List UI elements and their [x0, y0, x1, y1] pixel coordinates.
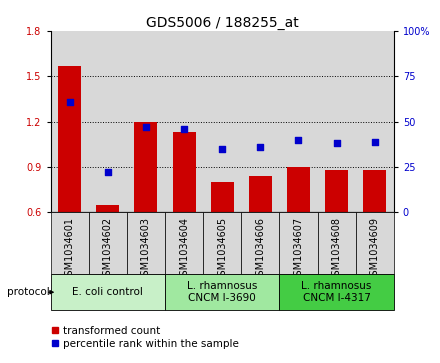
Bar — [356, 31, 394, 212]
Bar — [127, 31, 165, 212]
Bar — [279, 212, 318, 274]
Bar — [165, 212, 203, 274]
Text: GSM1034604: GSM1034604 — [179, 217, 189, 282]
Bar — [203, 212, 241, 274]
Bar — [325, 170, 348, 212]
Bar — [249, 176, 272, 212]
Point — [295, 137, 302, 143]
Text: L. rhamnosus
CNCM I-4317: L. rhamnosus CNCM I-4317 — [301, 281, 372, 303]
Text: GSM1034607: GSM1034607 — [293, 217, 304, 282]
Point — [371, 139, 378, 144]
Text: GSM1034602: GSM1034602 — [103, 217, 113, 282]
Point — [219, 146, 226, 152]
Text: protocol: protocol — [7, 287, 50, 297]
Point — [333, 140, 340, 146]
Bar — [287, 167, 310, 212]
Bar — [165, 31, 203, 212]
Text: GSM1034603: GSM1034603 — [141, 217, 151, 282]
Bar — [51, 31, 89, 212]
Bar — [51, 212, 89, 274]
Point — [180, 126, 187, 132]
Legend: transformed count, percentile rank within the sample: transformed count, percentile rank withi… — [51, 326, 239, 349]
Bar — [127, 212, 165, 274]
Text: GSM1034609: GSM1034609 — [370, 217, 380, 282]
Bar — [241, 31, 279, 212]
Text: E. coli control: E. coli control — [72, 287, 143, 297]
Text: GSM1034605: GSM1034605 — [217, 217, 227, 282]
Bar — [58, 66, 81, 212]
Bar — [211, 182, 234, 212]
Bar — [203, 31, 241, 212]
Bar — [279, 274, 394, 310]
Point — [104, 170, 111, 175]
Text: L. rhamnosus
CNCM I-3690: L. rhamnosus CNCM I-3690 — [187, 281, 257, 303]
Bar — [356, 212, 394, 274]
Point — [143, 124, 150, 130]
Bar — [363, 170, 386, 212]
Text: GSM1034608: GSM1034608 — [332, 217, 341, 282]
Bar — [89, 212, 127, 274]
Bar — [318, 31, 356, 212]
Bar — [172, 132, 195, 212]
Point — [257, 144, 264, 150]
Bar — [96, 205, 119, 212]
Bar — [135, 122, 158, 212]
Text: GSM1034606: GSM1034606 — [255, 217, 265, 282]
Bar — [279, 31, 318, 212]
Point — [66, 99, 73, 105]
Bar — [51, 274, 165, 310]
Bar — [165, 274, 279, 310]
Text: GSM1034601: GSM1034601 — [65, 217, 75, 282]
Bar — [318, 212, 356, 274]
Bar — [89, 31, 127, 212]
Bar — [241, 212, 279, 274]
Title: GDS5006 / 188255_at: GDS5006 / 188255_at — [146, 16, 299, 30]
